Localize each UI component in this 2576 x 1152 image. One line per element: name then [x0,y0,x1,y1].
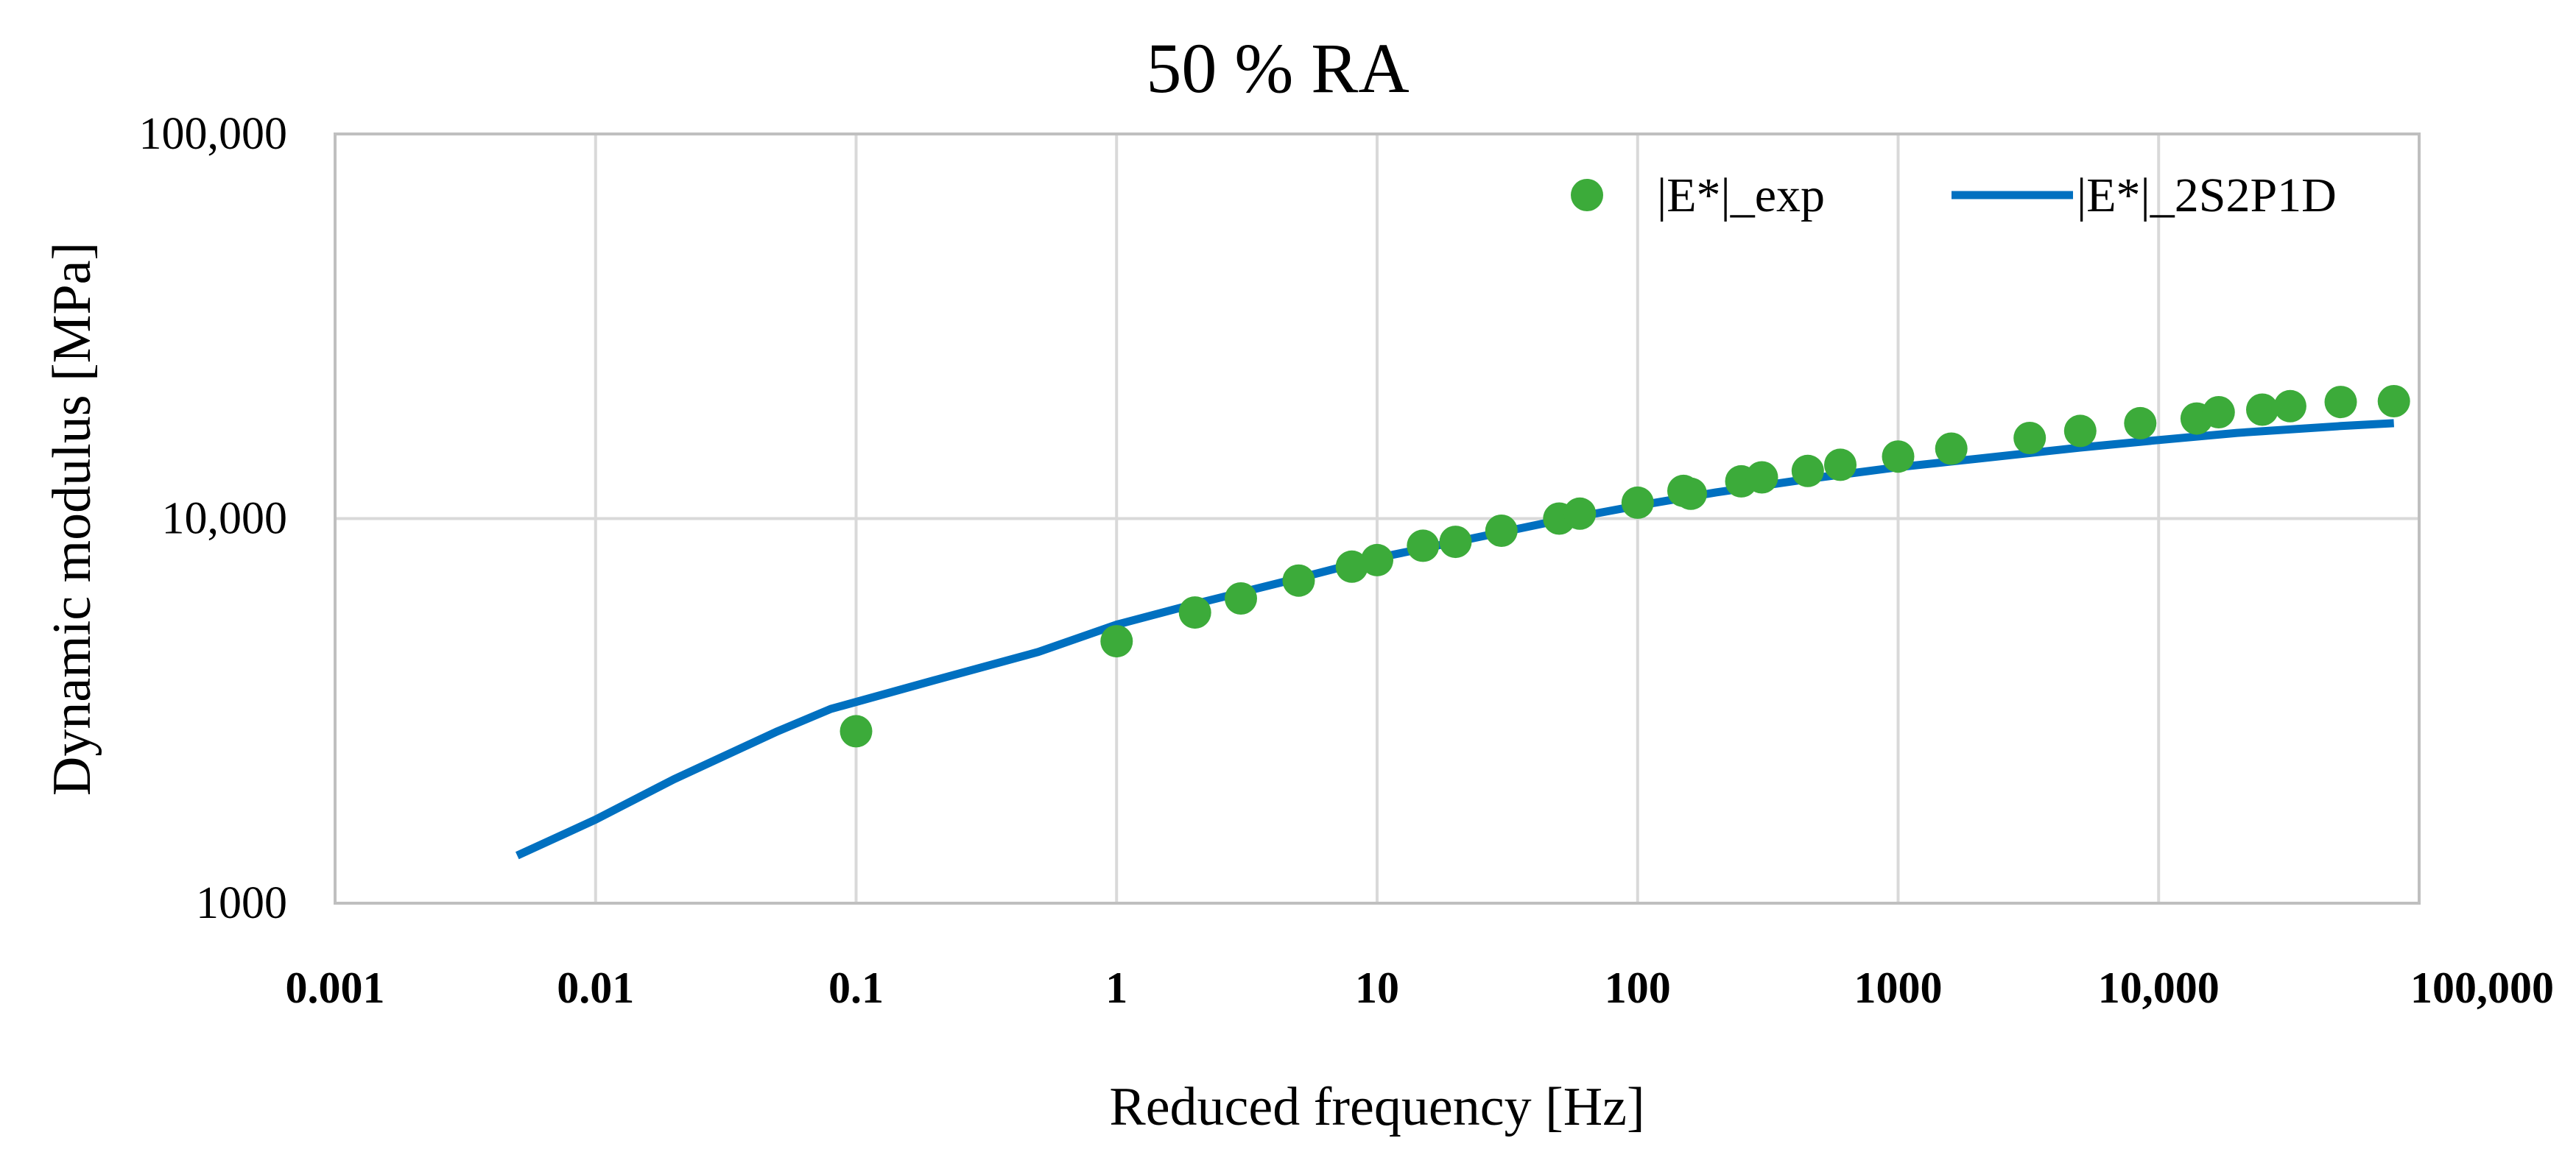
exp-point [1824,448,1857,481]
exp-point [2377,385,2410,417]
model-line-layer [515,419,2394,860]
plot-area [334,132,2421,905]
x-tick-label: 0.001 [286,964,385,1012]
x-tick-label: 100,000 [2410,964,2554,1012]
legend-label-2s2p1d: |E*|_2S2P1D [2077,169,2337,222]
x-tick-label: 1 [1105,964,1127,1012]
exp-point [1178,596,1211,629]
y-tick-label: 100,000 [139,109,288,159]
exp-point [1225,582,1257,615]
x-tick-label: 0.1 [828,964,884,1012]
x-tick-label: 100 [1605,964,1671,1012]
x-tick-label: 10 [1355,964,1399,1012]
exp-point [1335,550,1368,583]
exp-point [1100,625,1133,658]
exp-point [2013,422,2047,454]
exp-point [1745,461,1778,494]
exp-point [1407,529,1440,562]
x-axis-label: Reduced frequency [Hz] [1109,1077,1644,1137]
legend: |E*|_exp |E*|_2S2P1D [1571,169,2337,222]
x-tick-label: 10,000 [2098,964,2220,1012]
exp-point [2202,396,2235,428]
exp-point [1439,526,1472,559]
exp-point [1935,432,1968,465]
exp-point [1791,454,1824,487]
y-axis-label: Dynamic modulus [MPa] [42,242,102,796]
legend-marker-exp [1571,179,1603,211]
model-line [515,419,2394,860]
exp-point [1563,497,1597,530]
exp-point [1882,440,1915,473]
x-axis-ticks: 0.001 0.01 0.1 1 10 100 1000 10,000 100,000 [286,964,2555,1012]
exp-point [2324,386,2357,419]
exp-point [1621,486,1654,519]
chart-title: 50 % RA [1146,29,1409,107]
exp-points-layer [840,385,2410,748]
exp-point [1361,543,1393,576]
y-tick-label: 10,000 [162,494,288,544]
x-tick-label: 1000 [1854,964,1943,1012]
x-tick-label: 0.01 [557,964,634,1012]
exp-point [1485,515,1518,547]
exp-point [840,715,873,748]
y-tick-label: 1000 [196,878,287,928]
grid [334,132,2421,905]
exp-point [1282,564,1315,597]
exp-point [1675,477,1707,510]
legend-label-exp: |E*|_exp [1657,169,1825,222]
exp-point [2063,414,2097,448]
y-axis-ticks: 1000 10,000 100,000 [139,109,288,928]
exp-point [2124,406,2157,439]
exp-point [2246,393,2278,426]
exp-point [2273,389,2306,423]
